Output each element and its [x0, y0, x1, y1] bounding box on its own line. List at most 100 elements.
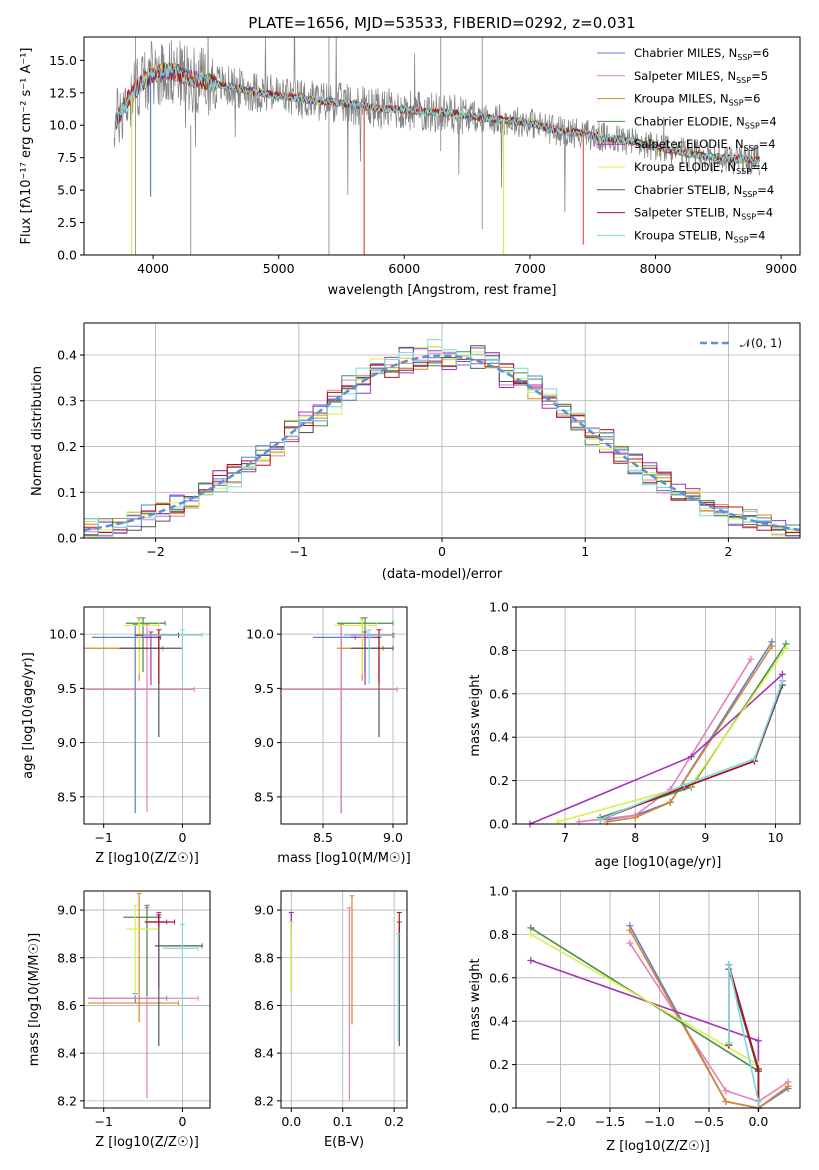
age-vs-z-marks: [84, 617, 203, 814]
age-vs-mass-point-salpeter-miles: [281, 623, 398, 813]
mass-vs-ebv-ytick-label: 8.4: [254, 1046, 274, 1061]
massweight-vs-z-marker-kroupa-miles: [722, 1097, 730, 1105]
mass-vs-z-ylabel: mass [log10(M/M☉)]: [27, 933, 42, 1066]
normal-legend-label: 𝒩(0, 1): [740, 336, 782, 350]
massweight-vs-age-xtick-label: 9: [701, 830, 709, 845]
legend-label-chabrier-elodie: Chabrier ELODIE, NSSP=4: [634, 114, 777, 130]
massweight-vs-z-marker-kroupa-miles: [626, 926, 634, 934]
spectrum-xtick-label: 8000: [640, 261, 672, 276]
spectrum-legend: Chabrier MILES, NSSP=6 Salpeter MILES, NS…: [597, 46, 777, 244]
massweight-vs-age-ytick-label: 1.0: [489, 600, 509, 615]
massweight-vs-z-marker-salpeter-stelib: [754, 1065, 762, 1073]
massweight-vs-age-ytick-label: 0.2: [489, 773, 509, 788]
massweight-vs-age-ytick-label: 0.4: [489, 730, 509, 745]
mass-vs-z-ytick-label: 8.6: [57, 998, 77, 1013]
mass-vs-ebv-xtick-label: 0.1: [333, 1114, 353, 1129]
massweight-vs-z-marker-kroupa-stelib: [725, 1039, 733, 1047]
age-vs-mass-xtick-label: 8.5: [313, 830, 333, 845]
spectrum-lines: [113, 37, 761, 255]
mass-vs-ebv-point-kroupa-miles: [349, 895, 355, 1025]
residuals-ytick-label: 0.3: [57, 393, 77, 408]
massweight-vs-z-ylabel: mass weight: [468, 958, 483, 1040]
massweight-vs-age-marker-kroupa-miles: [768, 642, 776, 650]
spectrum-title: PLATE=1656, MJD=53533, FIBERID=0292, z=0…: [248, 14, 635, 32]
age-vs-z-panel: −1 0 8.5 9.0 9.5 10.0 Z [log10(Z/Z☉)] age [log1…: [21, 606, 211, 866]
age-vs-z-point-kroupa-elodie: [123, 619, 160, 675]
age-vs-z-ytick-label: 8.5: [57, 789, 77, 804]
massweight-vs-age-marker-kroupa-miles: [631, 813, 639, 821]
massweight-vs-age-marker-kroupa-stelib: [680, 781, 688, 789]
massweight-vs-age-xtick-label: 7: [561, 830, 569, 845]
massweight-vs-z-line-kroupa-miles: [629, 929, 789, 1109]
mass-vs-z-ytick-label: 9.0: [57, 903, 77, 918]
legend-label-salpeter-stelib: Salpeter STELIB, NSSP=4: [634, 206, 773, 222]
mass-vs-ebv-frame: [280, 890, 408, 1109]
age-vs-z-xlabel: Z [log10(Z/Z☉)]: [95, 851, 199, 866]
mass-vs-z-point-kroupa-stelib: [162, 923, 199, 1044]
massweight-vs-z-ytick-label: 0.4: [489, 1014, 509, 1029]
massweight-vs-z-ytick-label: 0.8: [489, 927, 509, 942]
residuals-xtick-label: −1: [290, 544, 308, 559]
mass-vs-ebv-xtick-label: 0.0: [281, 1114, 301, 1129]
massweight-vs-age-marker-kroupa-miles: [666, 798, 674, 806]
age-vs-mass-xtick-label: 9.0: [383, 830, 403, 845]
massweight-vs-z-marker-salpeter-elodie: [754, 1037, 762, 1045]
residuals-xtick-label: 2: [724, 544, 732, 559]
residuals-ytick-label: 0.2: [57, 439, 77, 454]
massweight-vs-age-marker-kroupa-stelib: [778, 677, 786, 685]
massweight-vs-age-line-kroupa-stelib: [599, 680, 784, 821]
massweight-vs-z-marker-kroupa-stelib: [725, 961, 733, 969]
age-vs-mass-ytick-label: 9.0: [254, 735, 274, 750]
spectrum-xtick-label: 4000: [137, 261, 169, 276]
massweight-vs-age-frame: [515, 606, 801, 825]
mass-vs-z-ytick-label: 8.4: [57, 1046, 77, 1061]
age-vs-mass-panel: 8.5 9.0 8.5 9.0 9.5 10.0 mass [log10(M/M☉)]: [246, 606, 411, 866]
age-vs-z-point-salpeter-miles: [85, 623, 195, 813]
spectrum-ytick-label: 7.5: [57, 150, 77, 165]
spectrum-model-kroupa-stelib: [114, 63, 760, 165]
mass-vs-z-point-salpeter-stelib: [144, 914, 176, 927]
spectrum-ytick-label: 0.0: [57, 248, 77, 263]
normal-curve: [83, 354, 801, 532]
mass-vs-ebv-marks: [288, 895, 402, 1101]
mass-vs-ebv-point-salpeter-stelib: [396, 911, 402, 934]
age-vs-z-ytick-label: 9.5: [57, 681, 77, 696]
residuals-ytick-label: 0.0: [57, 531, 77, 546]
mass-vs-z-panel: −1 0 8.2 8.4 8.6 8.8 9.0 Z [log10(Z/Z☉)] mass [l…: [27, 890, 211, 1150]
massweight-vs-z-xtick-label: −2.0: [545, 1114, 575, 1129]
mass-vs-z-point-kroupa-miles: [87, 892, 179, 1023]
age-vs-z-frame: [83, 606, 211, 825]
massweight-vs-age-ytick-label: 0.6: [489, 686, 509, 701]
spectrum-ylabel: Flux [fλ10⁻¹⁷ erg cm⁻² s⁻¹ A⁻¹]: [19, 48, 34, 245]
residuals-ytick-label: 0.4: [57, 348, 77, 363]
massweight-vs-z-ytick-label: 0.2: [489, 1057, 509, 1072]
massweight-vs-age-marker-salpeter-miles: [747, 655, 755, 663]
mass-vs-ebv-ytick-label: 8.8: [254, 950, 274, 965]
spectrum-ytick-label: 2.5: [57, 215, 77, 230]
histogram-chabrier-stelib: [84, 345, 800, 537]
massweight-vs-age-marks: [526, 638, 790, 828]
age-vs-mass-marks: [281, 617, 398, 814]
residuals-xtick-label: 1: [581, 544, 589, 559]
mass-vs-ebv-xtick-label: 0.2: [384, 1114, 404, 1129]
massweight-vs-age-marker-kroupa-stelib: [750, 755, 758, 763]
residuals-panel: −2 −1 0 1 2 0.0 0.1 0.2 0.3 0.4 (data-model)/erro…: [30, 322, 801, 582]
massweight-vs-age-line-kroupa-miles: [607, 645, 773, 823]
mass-vs-z-marks: [87, 892, 203, 1099]
massweight-vs-z-ytick-label: 0.0: [489, 1101, 509, 1116]
age-vs-mass-point-kroupa-elodie: [334, 619, 377, 675]
massweight-vs-z-marker-kroupa-miles: [784, 1082, 792, 1090]
age-vs-mass-point-salpeter-elodie: [351, 631, 380, 686]
massweight-vs-age-xlabel: age [log10(age/yr)]: [595, 855, 722, 870]
age-vs-mass-ytick-label: 8.5: [254, 789, 274, 804]
massweight-vs-z-xtick-label: −0.5: [694, 1114, 724, 1129]
massweight-vs-age-marker-kroupa-elodie: [782, 644, 790, 652]
spectrum-frame: [83, 36, 801, 256]
spectrum-xtick-label: 9000: [765, 261, 797, 276]
spectrum-model-salpeter-stelib: [114, 62, 760, 165]
residuals-legend: 𝒩(0, 1): [700, 336, 782, 350]
massweight-vs-age-xtick-label: 10: [768, 830, 784, 845]
mass-vs-ebv-point-kroupa-stelib: [395, 933, 401, 1042]
mass-vs-ebv-point-kroupa-elodie: [288, 921, 294, 994]
